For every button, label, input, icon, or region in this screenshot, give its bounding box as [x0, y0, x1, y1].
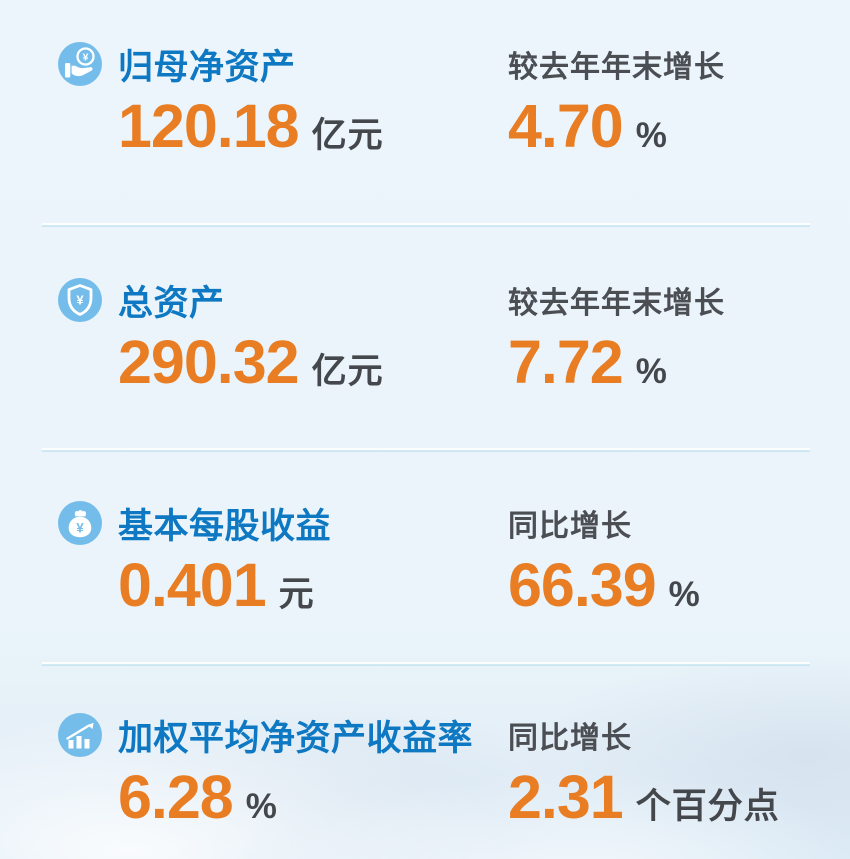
metric-change-column: 同比增长 2.31 个百分点 — [508, 713, 850, 859]
metric-value-line: 0.401 元 — [118, 555, 508, 616]
change-value: 66.39 — [508, 551, 657, 619]
metric-value-line: 290.32 亿元 — [118, 332, 508, 393]
change-label: 较去年年末增长 — [508, 51, 725, 84]
hand-coin-icon: ¥ — [58, 42, 102, 86]
metric-value: 6.28 — [118, 763, 234, 831]
change-unit: % — [668, 575, 701, 614]
change-value: 7.72 — [508, 328, 624, 396]
shield-yuan-icon: ¥ — [58, 278, 102, 322]
metric-change-column: 同比增长 66.39 % — [508, 501, 850, 665]
metric-title: 加权平均净资产收益率 — [118, 718, 474, 758]
svg-text:¥: ¥ — [76, 293, 84, 308]
change-label-line: 同比增长 — [508, 501, 850, 545]
metric-row-weighted-roe: 加权平均净资产收益率 6.28 % 同比增长 2.31 个百分点 — [0, 664, 850, 859]
metric-header: 加权平均净资产收益率 — [58, 713, 508, 758]
change-unit: % — [635, 352, 668, 391]
metric-change-column: 较去年年末增长 4.70 % — [508, 42, 850, 226]
money-bag-icon: ¥ — [58, 501, 102, 545]
growth-chart-icon — [58, 713, 102, 757]
metric-left-column: ¥ 归母净资产 120.18 亿元 — [58, 42, 508, 226]
change-label: 同比增长 — [508, 510, 632, 543]
change-value-line: 4.70 % — [508, 96, 850, 157]
change-label-line: 较去年年末增长 — [508, 42, 850, 86]
change-unit: % — [635, 116, 668, 155]
metric-header: ¥ 基本每股收益 — [58, 501, 508, 546]
change-label: 同比增长 — [508, 722, 632, 755]
change-value-line: 2.31 个百分点 — [508, 767, 850, 828]
change-unit: 个百分点 — [635, 787, 780, 826]
change-value-line: 7.72 % — [508, 332, 850, 393]
metric-header: ¥ 归母净资产 — [58, 42, 508, 87]
change-label: 较去年年末增长 — [508, 287, 725, 320]
svg-text:¥: ¥ — [83, 51, 89, 63]
metric-value: 290.32 — [118, 328, 300, 396]
change-value-line: 66.39 % — [508, 555, 850, 616]
metric-unit: 亿元 — [311, 116, 384, 155]
metric-header: ¥ 总资产 — [58, 278, 508, 323]
metric-left-column: ¥ 基本每股收益 0.401 元 — [58, 501, 508, 665]
metric-change-column: 较去年年末增长 7.72 % — [508, 278, 850, 451]
metric-unit: 亿元 — [311, 352, 384, 391]
metric-value: 120.18 — [118, 92, 300, 160]
metric-left-column: ¥ 总资产 290.32 亿元 — [58, 278, 508, 451]
svg-text:¥: ¥ — [76, 521, 84, 536]
change-label-line: 同比增长 — [508, 713, 850, 757]
metric-unit: 元 — [278, 575, 315, 614]
metric-value-line: 6.28 % — [118, 767, 508, 828]
metric-left-column: 加权平均净资产收益率 6.28 % — [58, 713, 508, 859]
metric-value: 0.401 — [118, 551, 267, 619]
metric-unit: % — [245, 787, 278, 826]
metric-title: 总资产 — [118, 283, 225, 323]
metric-title: 归母净资产 — [118, 47, 296, 87]
metric-row-basic-eps: ¥ 基本每股收益 0.401 元 同比增长 66.39 % — [0, 450, 850, 665]
metric-row-total-assets: ¥ 总资产 290.32 亿元 较去年年末增长 7.72 % — [0, 225, 850, 451]
change-value: 2.31 — [508, 763, 624, 831]
metric-value-line: 120.18 亿元 — [118, 96, 508, 157]
metric-title: 基本每股收益 — [118, 506, 332, 546]
metric-row-net-assets-parent: ¥ 归母净资产 120.18 亿元 较去年年末增长 4.70 % — [0, 0, 850, 226]
change-label-line: 较去年年末增长 — [508, 278, 850, 322]
change-value: 4.70 — [508, 92, 624, 160]
